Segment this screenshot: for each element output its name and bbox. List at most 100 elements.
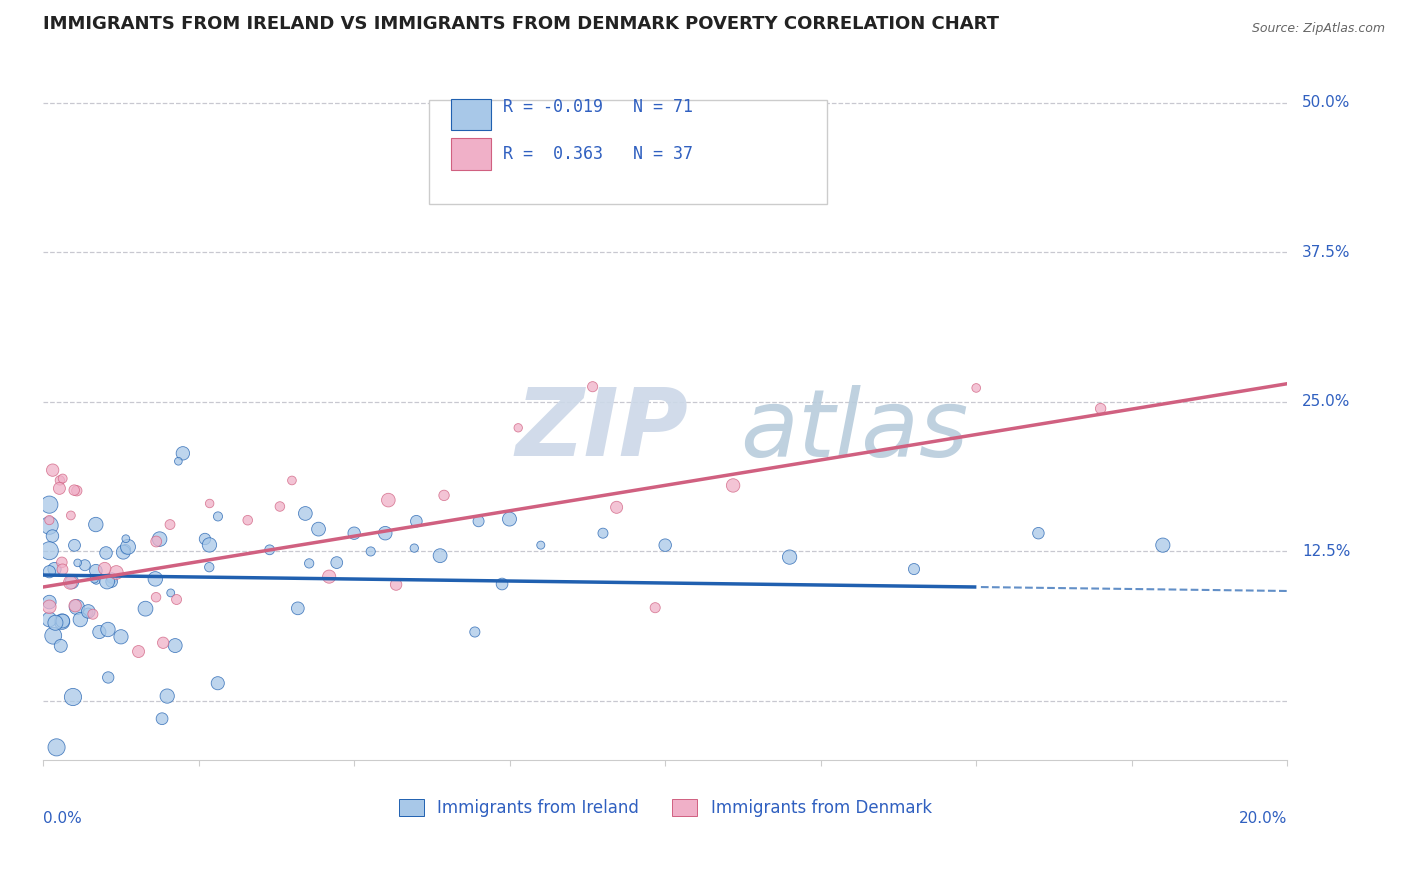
Point: [69, 613, 91, 627]
Text: 20.0%: 20.0%: [1239, 811, 1288, 826]
Text: R = -0.019   N = 71: R = -0.019 N = 71: [503, 98, 693, 117]
Point: [45, 740, 67, 755]
Point: [236, 513, 259, 527]
Point: [360, 544, 382, 558]
Point: [281, 474, 304, 488]
Point: [464, 625, 486, 640]
Point: [172, 446, 194, 460]
Point: [159, 517, 181, 532]
Point: [128, 644, 150, 658]
Point: [38, 595, 60, 609]
FancyBboxPatch shape: [451, 138, 491, 169]
Point: [38, 543, 60, 558]
Point: [166, 592, 188, 607]
Point: [134, 601, 156, 615]
Point: [117, 540, 139, 554]
Point: [89, 625, 111, 640]
Point: [114, 542, 136, 557]
Point: [965, 381, 987, 395]
Point: [77, 604, 100, 618]
Point: [84, 573, 107, 587]
Point: [145, 534, 167, 549]
Point: [112, 545, 135, 559]
Point: [59, 575, 82, 590]
Point: [404, 541, 426, 555]
Point: [405, 514, 427, 528]
Point: [581, 380, 603, 394]
Text: 50.0%: 50.0%: [1302, 95, 1351, 111]
Point: [385, 577, 408, 591]
Point: [374, 526, 396, 541]
Point: [84, 564, 107, 578]
Legend: Immigrants from Ireland, Immigrants from Denmark: Immigrants from Ireland, Immigrants from…: [392, 792, 938, 824]
Point: [592, 526, 614, 541]
Point: [433, 488, 456, 502]
Point: [66, 556, 89, 570]
Point: [308, 522, 330, 536]
Point: [44, 562, 66, 576]
Point: [38, 613, 60, 627]
Point: [83, 572, 105, 586]
Point: [644, 600, 666, 615]
Point: [63, 538, 86, 552]
Point: [94, 546, 117, 560]
Text: R =  0.363   N = 37: R = 0.363 N = 37: [503, 145, 693, 163]
Point: [194, 532, 217, 546]
Point: [110, 630, 132, 644]
Point: [38, 565, 60, 579]
Point: [491, 577, 513, 591]
Point: [49, 639, 72, 653]
Text: IMMIGRANTS FROM IRELAND VS IMMIGRANTS FROM DENMARK POVERTY CORRELATION CHART: IMMIGRANTS FROM IRELAND VS IMMIGRANTS FR…: [44, 15, 1000, 33]
Point: [73, 558, 96, 573]
Point: [38, 518, 60, 533]
Point: [82, 607, 104, 622]
Point: [96, 574, 118, 589]
Point: [62, 690, 84, 704]
Point: [159, 586, 181, 600]
Point: [145, 591, 167, 605]
Point: [41, 463, 63, 477]
Point: [63, 483, 86, 497]
Point: [100, 574, 122, 589]
Point: [207, 676, 229, 690]
Point: [52, 614, 75, 628]
Point: [97, 670, 120, 684]
Point: [156, 689, 179, 703]
Point: [38, 498, 60, 512]
Point: [105, 566, 128, 580]
Point: [149, 532, 172, 546]
Point: [63, 599, 86, 613]
Point: [198, 560, 221, 574]
Point: [779, 550, 801, 565]
Text: 25.0%: 25.0%: [1302, 394, 1351, 409]
Text: atlas: atlas: [740, 384, 969, 475]
Point: [143, 572, 166, 586]
Point: [326, 556, 349, 570]
Point: [60, 574, 83, 589]
Point: [207, 509, 229, 524]
Text: Source: ZipAtlas.com: Source: ZipAtlas.com: [1251, 22, 1385, 36]
Point: [259, 542, 281, 557]
Point: [606, 500, 628, 515]
Point: [48, 482, 70, 496]
Point: [198, 538, 221, 552]
Point: [84, 517, 107, 532]
Point: [97, 623, 120, 637]
Point: [150, 712, 173, 726]
Point: [38, 513, 60, 527]
Point: [343, 526, 366, 541]
Point: [165, 639, 187, 653]
Point: [1152, 538, 1174, 552]
Point: [77, 606, 100, 620]
Point: [114, 532, 136, 546]
FancyBboxPatch shape: [451, 99, 491, 130]
Point: [66, 483, 89, 498]
Text: 12.5%: 12.5%: [1302, 543, 1351, 558]
Point: [44, 615, 66, 630]
Point: [167, 454, 190, 468]
Point: [508, 421, 530, 435]
Point: [49, 474, 72, 488]
Point: [66, 600, 89, 615]
Point: [294, 507, 316, 521]
Point: [377, 493, 399, 508]
